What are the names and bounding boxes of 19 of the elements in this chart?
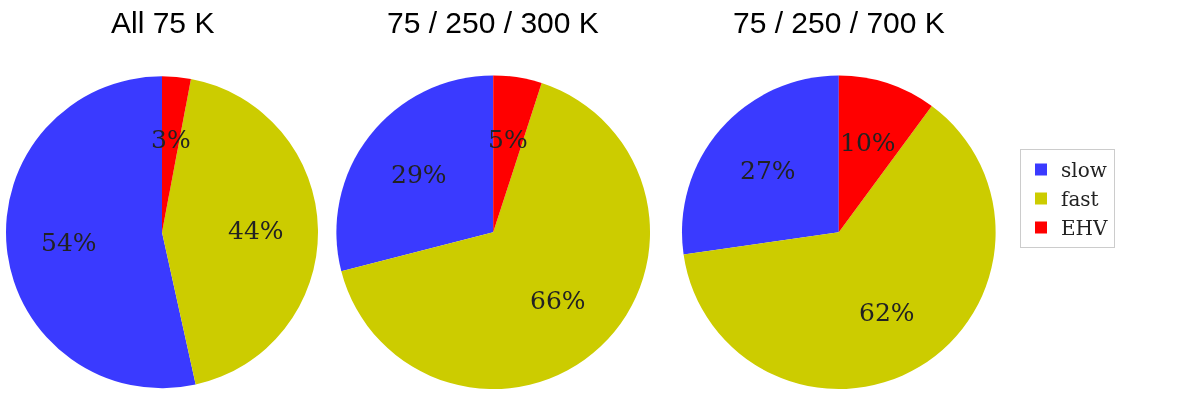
- data-label: 62%: [859, 298, 915, 327]
- pie-slice: [838, 75, 932, 233]
- chart-title: All 75 K: [111, 6, 215, 39]
- chart-title: 75 / 250 / 700 K: [733, 6, 945, 39]
- legend-label: fast: [1061, 187, 1099, 212]
- data-label: 44%: [228, 216, 284, 245]
- pie-slice: [683, 105, 996, 389]
- pie-slice: [682, 75, 839, 255]
- pie-slice: [6, 76, 196, 389]
- legend-label: EHV: [1061, 216, 1109, 241]
- data-label: 27%: [740, 156, 796, 185]
- data-label: 66%: [530, 286, 586, 315]
- pie-slice: [341, 83, 650, 390]
- data-label: 54%: [41, 228, 97, 257]
- data-label: 3%: [151, 125, 191, 154]
- data-label: 29%: [391, 160, 447, 189]
- legend-label: slow: [1061, 158, 1107, 183]
- chart-title: 75 / 250 / 300 K: [387, 6, 599, 39]
- data-label: 10%: [840, 128, 896, 157]
